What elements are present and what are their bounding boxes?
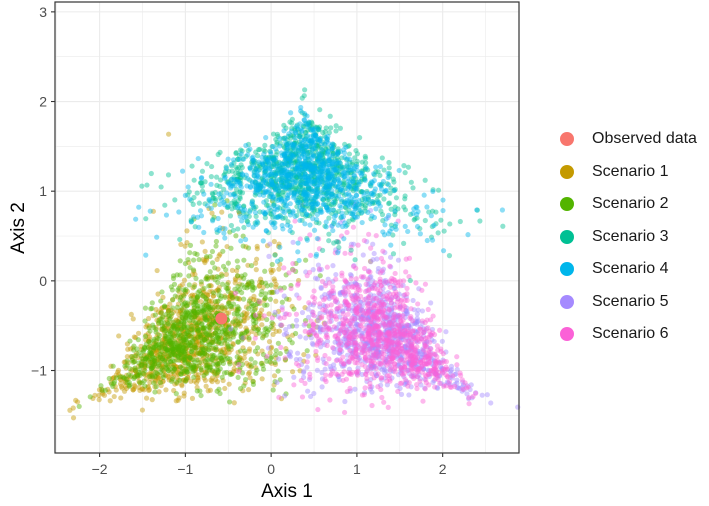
- legend-item: Scenario 4: [560, 253, 697, 286]
- data-points: [67, 87, 521, 421]
- y-axis-label: Axis 2: [8, 202, 29, 254]
- observed-data-point: [215, 312, 228, 325]
- x-tick-label: 1: [353, 461, 361, 477]
- legend-dot-icon: [560, 164, 574, 179]
- legend-dot-icon: [560, 229, 574, 244]
- legend-item: Scenario 1: [560, 156, 697, 189]
- legend-item: Scenario 2: [560, 188, 697, 221]
- legend-label: Scenario 5: [592, 292, 669, 310]
- x-axis-ticks: −2 −1 0 1 2: [92, 453, 447, 477]
- plot-panel: [55, 2, 519, 453]
- legend-dot-icon: [560, 294, 574, 309]
- legend-dot-icon: [560, 262, 574, 277]
- x-tick-label: −1: [177, 461, 193, 477]
- gridlines: [55, 2, 519, 453]
- y-tick-label: 1: [39, 183, 47, 199]
- y-tick-label: 2: [39, 94, 47, 110]
- legend-item: Observed data: [560, 123, 697, 156]
- legend-label: Scenario 4: [592, 260, 669, 278]
- legend-label: Scenario 2: [592, 195, 669, 213]
- legend-label: Observed data: [592, 130, 697, 148]
- x-tick-label: 2: [439, 461, 447, 477]
- panel-border: [54, 1, 520, 454]
- legend-dot-icon: [560, 327, 574, 342]
- legend-item: Scenario 5: [560, 286, 697, 319]
- legend-dot-icon: [560, 132, 574, 147]
- y-tick-label: 3: [39, 4, 47, 20]
- legend-item: Scenario 3: [560, 221, 697, 254]
- legend-item: Scenario 6: [560, 318, 697, 351]
- legend: Observed data Scenario 1 Scenario 2 Scenari…: [560, 123, 697, 351]
- x-tick-label: 0: [267, 461, 275, 477]
- legend-label: Scenario 6: [592, 325, 669, 343]
- y-tick-label: −1: [31, 363, 47, 379]
- y-tick-label: 0: [39, 273, 47, 289]
- legend-label: Scenario 3: [592, 227, 669, 245]
- x-tick-label: −2: [92, 461, 108, 477]
- y-axis-ticks: −1 0 1 2 3: [31, 4, 55, 379]
- legend-label: Scenario 1: [592, 162, 669, 180]
- legend-dot-icon: [560, 197, 574, 212]
- x-axis-label: Axis 1: [261, 481, 313, 502]
